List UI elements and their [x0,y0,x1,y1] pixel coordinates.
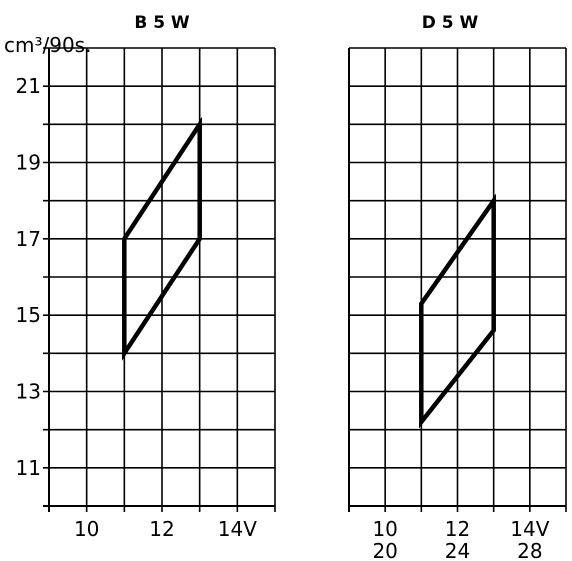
x-tick-label-secondary: 28 [517,539,542,561]
chart-title-0: B 5 W [134,13,190,33]
y-tick-label: 21 [16,74,41,98]
y-axis-unit-label: cm³/90s. [4,33,91,57]
y-tick-label: 15 [16,303,41,327]
x-tick-label: 10 [74,517,99,541]
x-tick-label-secondary: 24 [445,539,470,561]
y-tick-label: 11 [16,456,41,480]
x-tick-label: 14V [218,517,257,541]
y-tick-label: 13 [16,380,41,404]
y-tick-label: 19 [16,151,41,175]
chart-title-1: D 5 W [422,13,479,33]
x-tick-label: 12 [445,517,470,541]
x-tick-label: 10 [372,517,397,541]
x-tick-label-secondary: 20 [372,539,397,561]
y-tick-label: 17 [16,227,41,251]
x-tick-label: 12 [149,517,174,541]
x-tick-label: 14V [510,517,549,541]
